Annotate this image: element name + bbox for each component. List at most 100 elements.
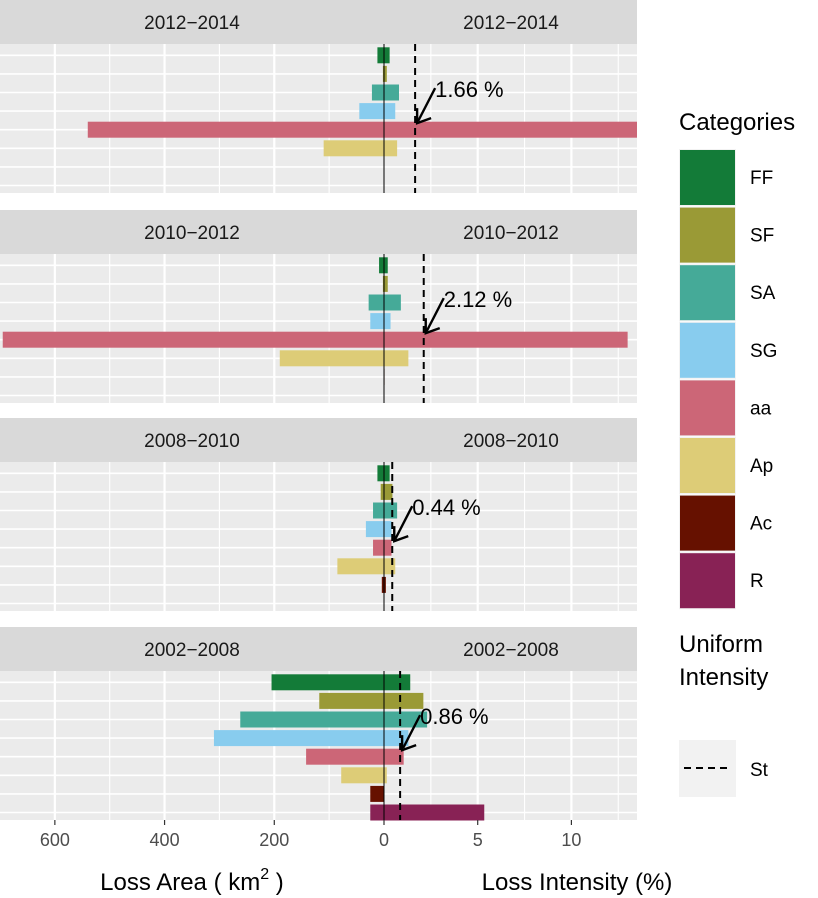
bar-loss-area-Ap: [279, 350, 384, 367]
bar-loss-intensity-SA: [384, 294, 401, 311]
bar-loss-area-Ap: [341, 767, 384, 784]
bar-loss-intensity-FF: [384, 257, 388, 274]
annotation-arrow-shaft: [402, 714, 422, 749]
bar-loss-intensity-Ap: [384, 140, 398, 157]
bar-loss-area-SA: [368, 294, 384, 311]
legend-label-SA: SA: [750, 283, 776, 304]
bar-loss-area-SA: [371, 84, 384, 101]
x-axis-title-right: Loss Intensity (%): [482, 869, 673, 896]
legend-label-aa: aa: [750, 398, 772, 419]
facet-strip-label-right: 2008−2010: [463, 431, 559, 452]
x-tick-label-left: 400: [150, 830, 180, 850]
legend-key-FF: [680, 150, 735, 205]
bar-loss-area-SG: [370, 313, 384, 330]
legend-label-FF: FF: [750, 168, 773, 189]
bar-loss-area-SF: [380, 483, 384, 500]
facet-strip-label-left: 2002−2008: [144, 640, 240, 661]
bar-loss-area-SA: [373, 502, 384, 519]
bar-loss-intensity-SG: [384, 103, 396, 120]
bar-loss-area-SF: [382, 65, 384, 82]
bar-loss-area-FF: [271, 674, 384, 691]
bar-loss-area-FF: [379, 257, 384, 274]
facet-0: 2012−2014 2012−2014 1.66 %: [0, 0, 637, 193]
legend-key-Ac: [680, 495, 735, 551]
bar-loss-area-aa: [306, 748, 384, 765]
bar-loss-area-Ap: [323, 140, 384, 157]
facet-strip-label-right: 2002−2008: [463, 640, 559, 661]
x-tick-label-right: 5: [473, 830, 483, 850]
bar-loss-area-aa: [87, 121, 385, 138]
bar-loss-intensity-R: [384, 804, 485, 821]
bar-loss-intensity-SF: [384, 692, 424, 709]
legend-key-SF: [680, 207, 735, 263]
linetype-legend-title-1: Uniform: [679, 631, 763, 658]
x-axis-title-left: Loss Area ( km2 ): [100, 866, 284, 896]
legend-label-R: R: [750, 571, 764, 592]
facet-panel-background: [0, 462, 637, 611]
bar-loss-area-FF: [377, 465, 384, 482]
legend-title: Categories: [679, 109, 795, 136]
bar-loss-intensity-FF: [384, 465, 390, 482]
annotation-arrow-head: [393, 526, 409, 543]
facet-strip: [0, 418, 637, 462]
axis-title-main: Loss Area ( km: [100, 869, 260, 896]
bar-loss-intensity-aa: [384, 539, 392, 556]
bar-loss-intensity-SF: [384, 483, 393, 500]
facet-3: 2002−2008 2002−2008 0.86 %: [0, 627, 637, 821]
facet-panel-background: [0, 254, 637, 403]
bar-loss-area-SG: [359, 103, 384, 120]
linetype-legend-label: St: [750, 760, 769, 781]
facet-strip-label-left: 2008−2010: [144, 431, 240, 452]
facet-1: 2010−2012 2010−2012 2.12 %: [0, 210, 637, 403]
bar-loss-intensity-SF: [384, 275, 388, 292]
facet-strip-label-left: 2012−2014: [144, 13, 240, 34]
bar-loss-area-SF: [382, 275, 384, 292]
x-tick-label-right: 10: [561, 830, 581, 850]
bar-loss-intensity-aa: [384, 331, 628, 348]
bar-loss-intensity-Ac: [384, 576, 386, 593]
legend-key-aa: [680, 380, 735, 436]
linetype-legend-title-2: Intensity: [679, 664, 768, 691]
axis-title-superscript: 2: [260, 866, 269, 883]
annotation-arrow-head: [415, 108, 432, 125]
annotation-arrow-head: [424, 318, 441, 335]
bar-loss-area-aa: [373, 539, 384, 556]
x-tick-label-left: 0: [379, 830, 389, 850]
facet-strip: [0, 627, 637, 671]
bar-loss-area-SF: [319, 692, 384, 709]
bar-loss-area-SG: [365, 521, 384, 538]
annotation-arrow-head: [400, 735, 417, 752]
bar-loss-intensity-aa: [384, 121, 637, 138]
annotation-arrow-shaft: [394, 505, 414, 540]
bar-loss-intensity-aa: [384, 748, 404, 765]
bar-loss-area-SG: [213, 730, 384, 747]
annotation-arrow-shaft: [417, 87, 437, 122]
bar-loss-area-aa: [2, 331, 384, 348]
legend-label-SG: SG: [750, 341, 777, 362]
legend-label-SF: SF: [750, 226, 774, 247]
facet-panel-background: [0, 44, 637, 193]
bar-loss-intensity-SA: [384, 84, 399, 101]
legend-key-Ap: [680, 438, 735, 493]
x-tick-label-left: 600: [40, 830, 70, 850]
legend: Categories FF SF SA SG aa Ap Ac R Uniform Intensit…: [679, 109, 795, 797]
bar-loss-area-R: [370, 804, 384, 821]
legend-key-SG: [680, 322, 735, 378]
bar-loss-area-Ac: [381, 576, 384, 593]
facet-strip-label-right: 2012−2014: [463, 13, 559, 34]
legend-key-R: [680, 553, 735, 609]
bar-loss-intensity-SG: [384, 313, 391, 330]
facet-strip-label-right: 2010−2012: [463, 223, 559, 244]
axis-title-end: ): [269, 869, 284, 896]
axes: 600 400 200 0 5 10 Loss Area ( km2 ) Loss Inten…: [40, 820, 673, 896]
facet-strip-label-left: 2010−2012: [144, 223, 240, 244]
legend-key-SA: [680, 265, 735, 321]
facet-strip: [0, 210, 637, 254]
legend-label-Ac: Ac: [750, 514, 772, 535]
bar-loss-intensity-FF: [384, 47, 390, 64]
annotation-label: 0.86 %: [420, 704, 489, 729]
facet-panels: 2012−2014 2012−2014 1.66 % 2010−2012 2010−20…: [0, 0, 637, 821]
annotation-label: 1.66 %: [435, 77, 504, 102]
bar-loss-intensity-Ap: [384, 558, 396, 575]
